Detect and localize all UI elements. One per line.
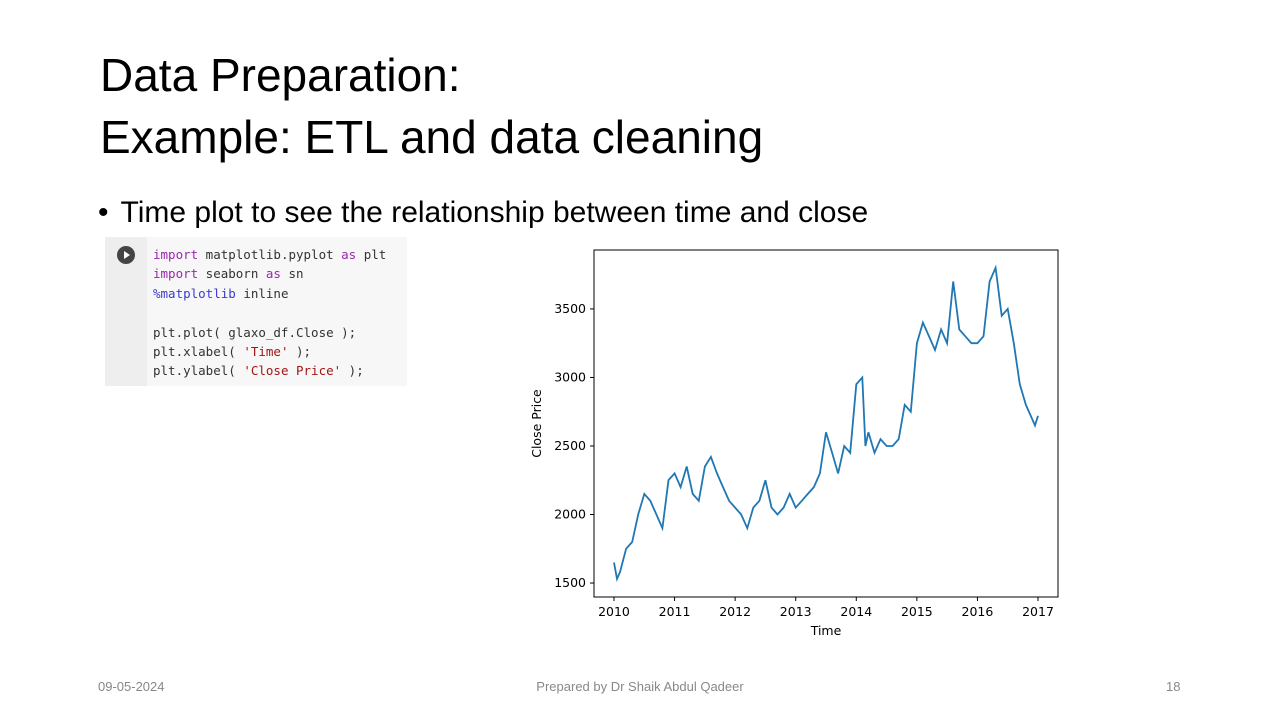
code-line: %matplotlib inline bbox=[153, 284, 386, 303]
y-tick-label: 2000 bbox=[554, 506, 586, 521]
code-token: ); bbox=[288, 344, 312, 360]
code-line: plt.plot( glaxo_df.Close ); bbox=[153, 323, 386, 342]
y-axis-label: Close Price bbox=[529, 389, 544, 458]
data-line bbox=[613, 264, 1039, 582]
code-token: 'Close Price' bbox=[243, 363, 342, 379]
code-lines: import matplotlib.pyplot as plt import se… bbox=[153, 245, 386, 381]
x-tick-label: 2012 bbox=[719, 604, 751, 619]
code-token: seaborn bbox=[198, 266, 266, 282]
footer-date: 09-05-2024 bbox=[98, 679, 165, 694]
code-line: import seaborn as sn bbox=[153, 264, 386, 283]
title-line: Data Preparation: bbox=[100, 49, 461, 101]
code-token: %matplotlib bbox=[153, 285, 236, 301]
code-cell: import matplotlib.pyplot as plt import se… bbox=[105, 237, 407, 386]
code-token: plt.ylabel( bbox=[153, 363, 244, 379]
code-token: plt.xlabel( bbox=[153, 344, 244, 360]
bullet: Time plot to see the relationship betwee… bbox=[98, 196, 869, 230]
x-tick-label: 2014 bbox=[840, 604, 872, 619]
code-block: plt.plot( glaxo_df.Close ); plt.xlabel( '… bbox=[153, 323, 386, 381]
y-tick-label: 2500 bbox=[554, 438, 586, 453]
plot-frame bbox=[593, 249, 1059, 598]
code-token: import bbox=[153, 266, 199, 282]
footer-page: 18 bbox=[1166, 679, 1181, 694]
y-tick-label: 3500 bbox=[554, 301, 586, 316]
code-token: import bbox=[153, 247, 199, 262]
x-tick-label: 2015 bbox=[901, 604, 933, 619]
code-line: import matplotlib.pyplot as plt bbox=[153, 245, 386, 264]
x-axis-label: Time bbox=[810, 623, 842, 638]
footer-author: Prepared by Dr Shaik Abdul Qadeer bbox=[536, 679, 744, 694]
code-token: matplotlib.pyplot bbox=[198, 247, 342, 262]
x-tick-label: 2011 bbox=[659, 604, 691, 619]
code-gutter bbox=[105, 237, 147, 386]
code-token: as bbox=[341, 247, 357, 262]
code-line: plt.xlabel( 'Time' ); bbox=[153, 342, 386, 361]
code-token: plt bbox=[356, 247, 387, 262]
y-tick-label: 1500 bbox=[554, 575, 586, 590]
x-tick-label: 2013 bbox=[780, 604, 812, 619]
x-tick-label: 2010 bbox=[598, 604, 630, 619]
code-line: plt.ylabel( 'Close Price' ); bbox=[153, 361, 386, 380]
run-button[interactable] bbox=[117, 246, 135, 264]
code-token: 'Time' bbox=[243, 344, 289, 360]
code-block: import matplotlib.pyplot as plt import se… bbox=[153, 245, 386, 303]
title-line: Example: ETL and data cleaning bbox=[100, 111, 764, 163]
code-token: plt.plot( glaxo_df.Close ); bbox=[153, 324, 357, 340]
code-token: as bbox=[265, 266, 281, 282]
code-token: ); bbox=[341, 363, 364, 379]
slide-title: Data Preparation: Example: ETL and data … bbox=[100, 44, 763, 168]
y-tick-label: 3000 bbox=[554, 369, 586, 384]
x-tick-label: 2017 bbox=[1022, 604, 1054, 619]
chart: 1500 2000 2500 3000 3500 2010 2011 2012 2013 2014… bbox=[529, 249, 1059, 638]
code-token: inline bbox=[235, 285, 289, 301]
code-token: sn bbox=[280, 266, 304, 282]
x-tick-label: 2016 bbox=[962, 604, 994, 619]
